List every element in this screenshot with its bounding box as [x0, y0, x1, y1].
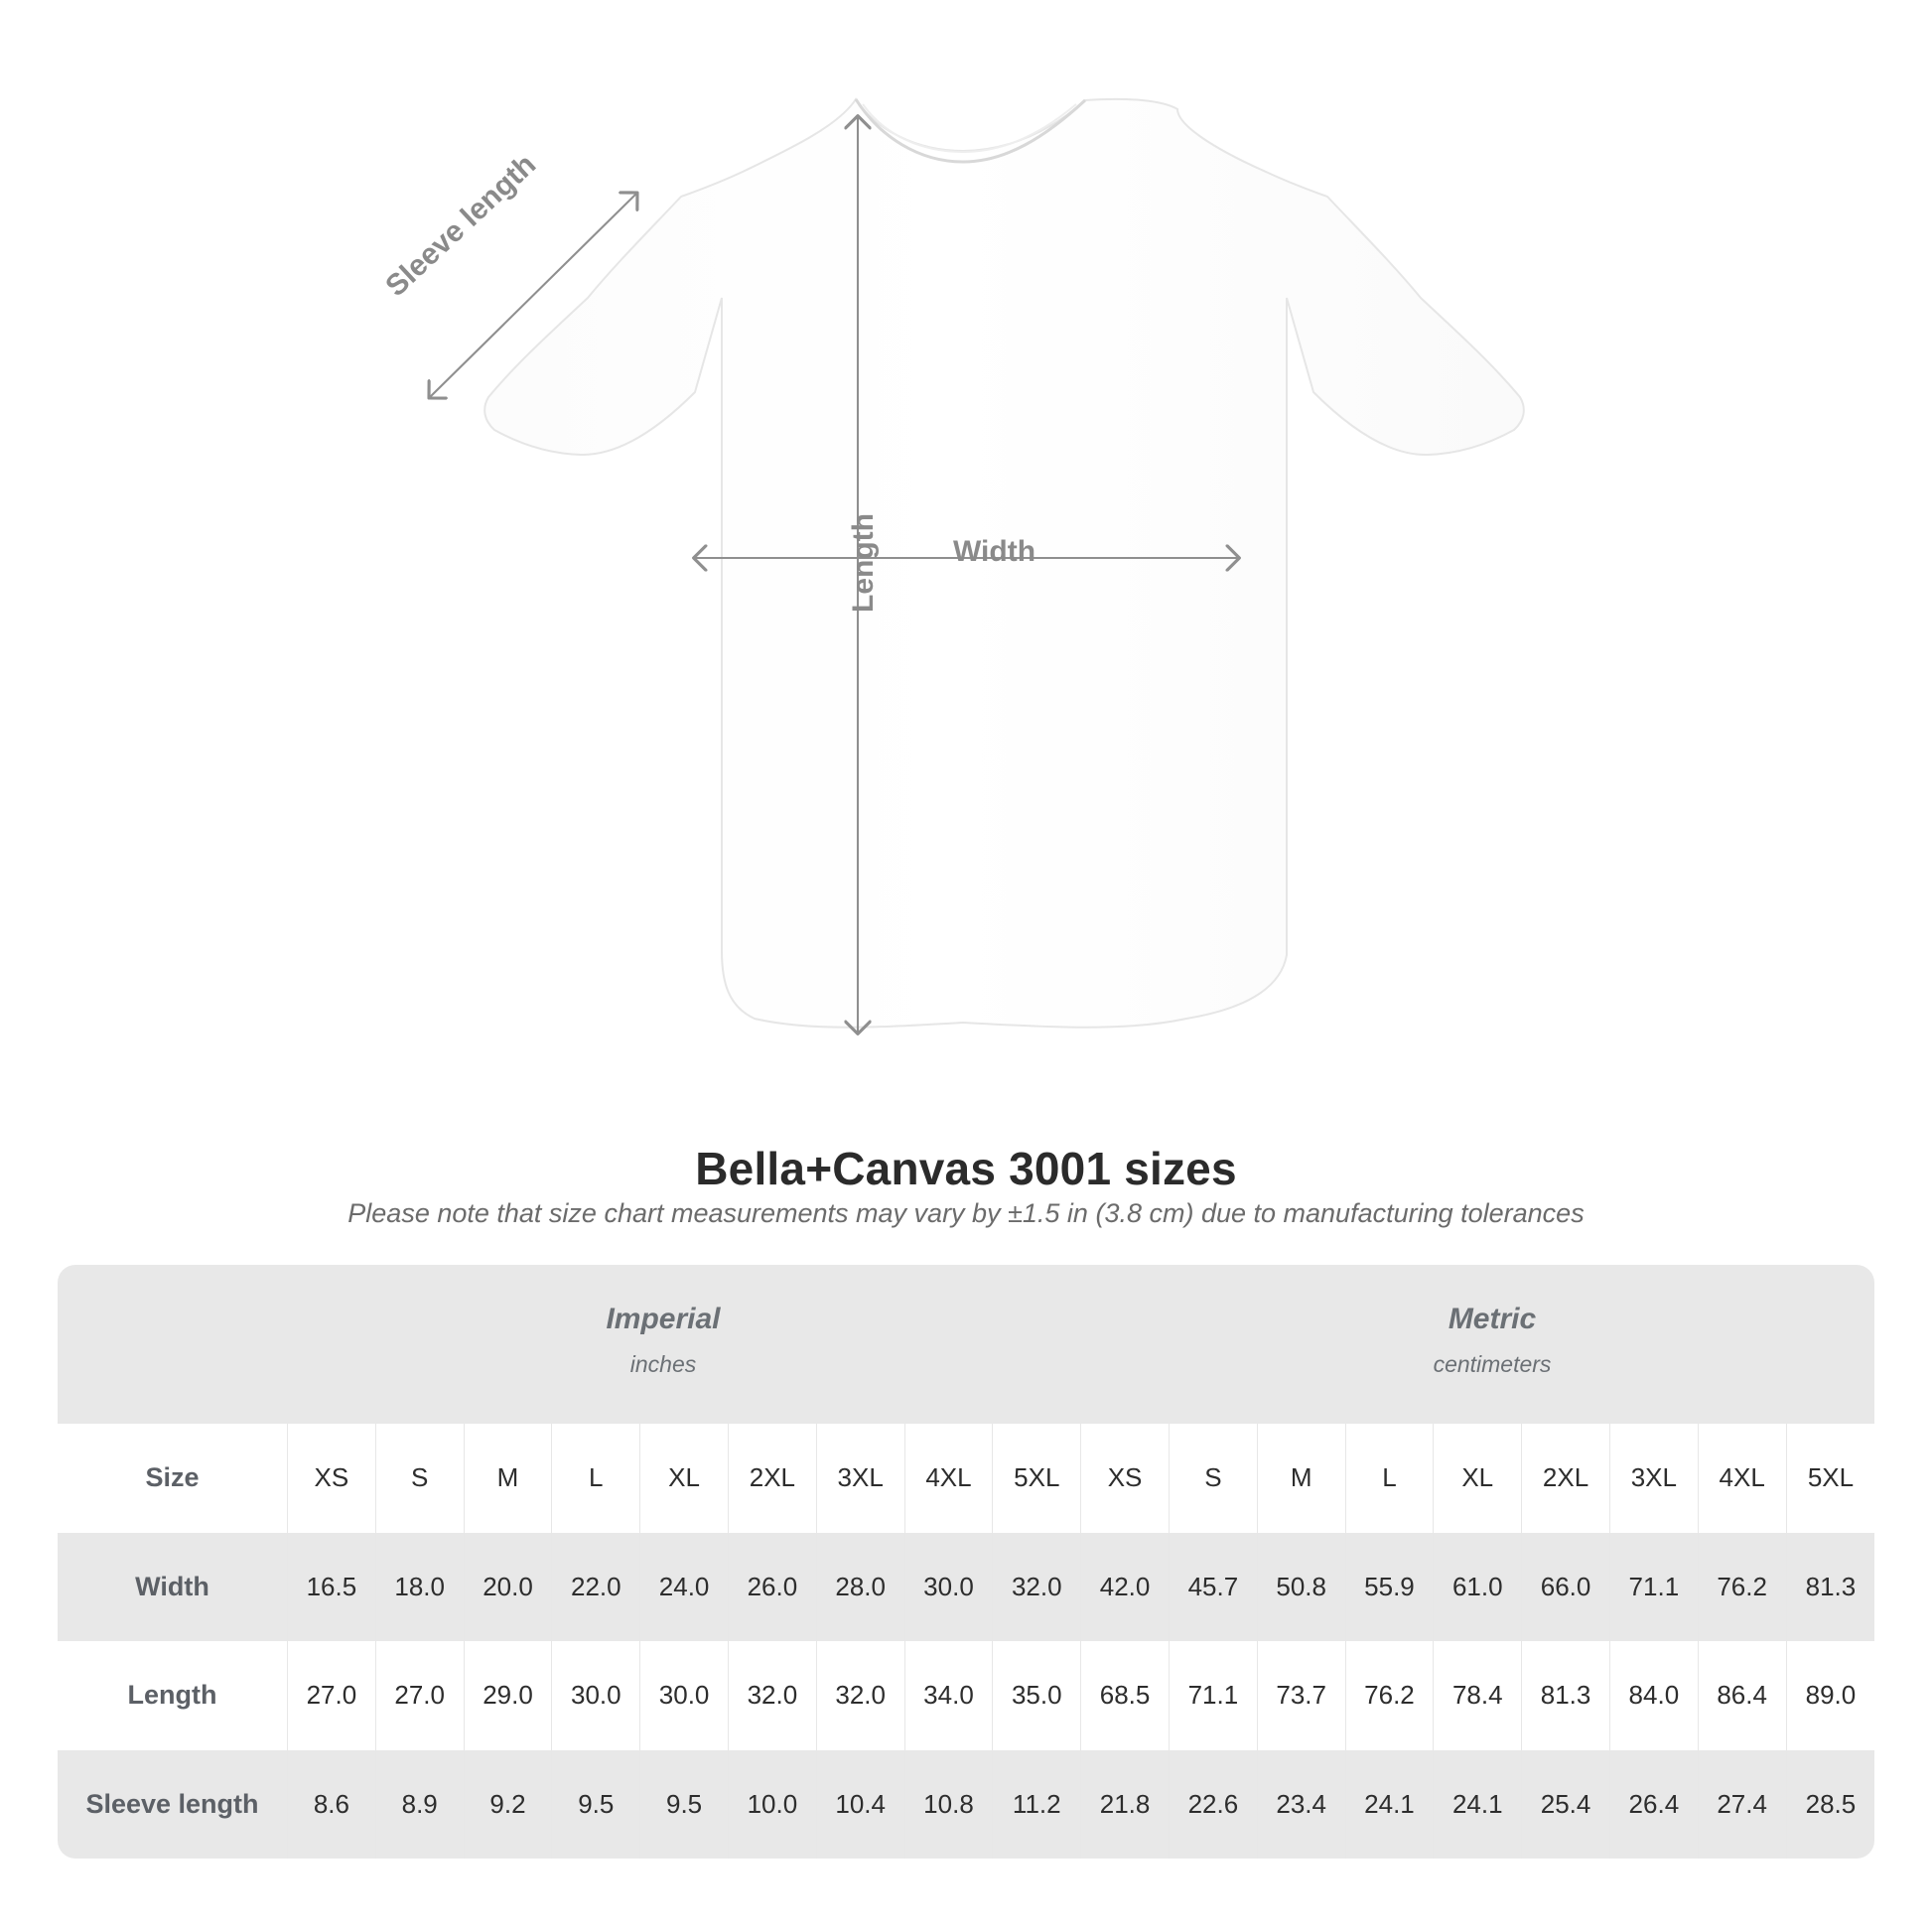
svg-text:Width: Width: [953, 535, 1035, 568]
svg-text:Length: Length: [847, 513, 880, 613]
svg-text:Sleeve length: Sleeve length: [379, 148, 542, 303]
